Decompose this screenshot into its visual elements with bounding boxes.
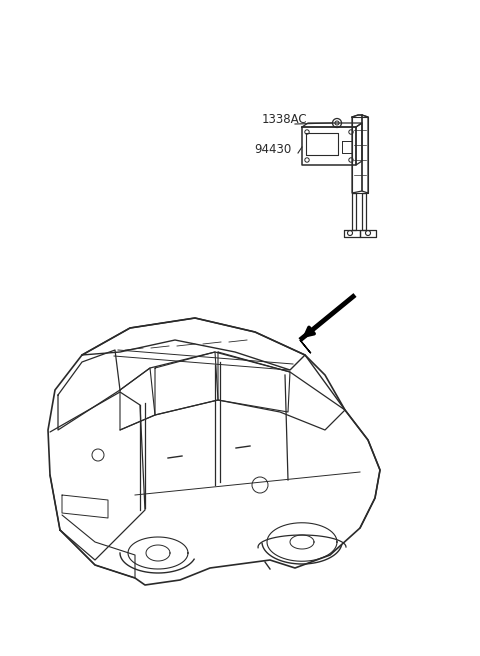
Text: 94430: 94430 (254, 143, 291, 156)
Polygon shape (300, 340, 311, 353)
Text: 1338AC: 1338AC (262, 113, 308, 126)
